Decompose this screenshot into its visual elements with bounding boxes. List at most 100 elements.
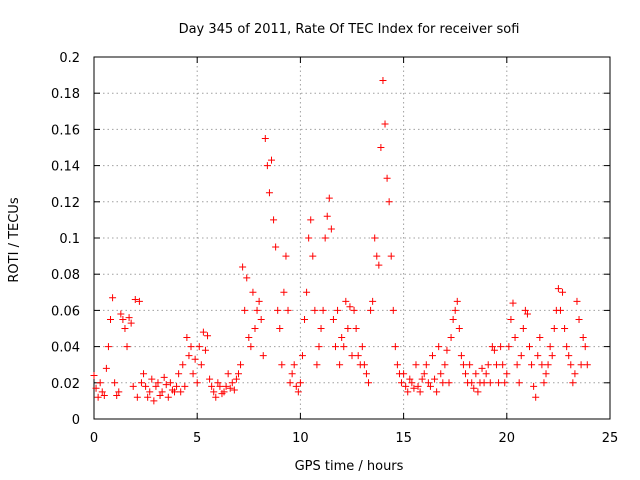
data-point bbox=[336, 361, 344, 369]
data-point bbox=[540, 379, 548, 387]
data-point bbox=[451, 306, 459, 314]
data-point bbox=[142, 382, 150, 390]
data-point bbox=[127, 319, 135, 327]
data-point bbox=[294, 388, 302, 396]
data-point bbox=[272, 243, 280, 251]
data-point bbox=[331, 343, 339, 351]
data-point bbox=[237, 361, 245, 369]
data-point bbox=[577, 361, 585, 369]
data-point bbox=[391, 343, 399, 351]
data-point bbox=[144, 393, 152, 401]
data-point bbox=[296, 379, 304, 387]
y-tick-label: 0.02 bbox=[51, 377, 80, 392]
data-point bbox=[270, 216, 278, 224]
data-point bbox=[536, 334, 544, 342]
data-point bbox=[303, 288, 311, 296]
data-point bbox=[251, 325, 259, 332]
data-point bbox=[342, 297, 350, 305]
data-point bbox=[92, 384, 100, 392]
data-point bbox=[532, 393, 540, 401]
data-point bbox=[94, 393, 102, 401]
data-point bbox=[152, 382, 160, 390]
data-point bbox=[484, 361, 492, 369]
data-point bbox=[482, 370, 490, 378]
data-point bbox=[329, 315, 337, 323]
data-point bbox=[334, 306, 342, 314]
data-point bbox=[325, 194, 333, 202]
data-point bbox=[538, 361, 546, 369]
data-point bbox=[201, 346, 209, 354]
data-point bbox=[398, 379, 406, 387]
data-point bbox=[220, 388, 228, 396]
data-points bbox=[90, 77, 591, 405]
data-point bbox=[268, 156, 276, 164]
data-point bbox=[210, 388, 218, 396]
data-point bbox=[443, 346, 451, 354]
data-point bbox=[170, 388, 178, 396]
data-point bbox=[346, 303, 354, 311]
data-point bbox=[393, 361, 401, 369]
data-point bbox=[371, 234, 379, 242]
data-point bbox=[307, 216, 315, 224]
data-point bbox=[519, 325, 527, 332]
data-point bbox=[288, 370, 296, 378]
data-point bbox=[420, 370, 428, 378]
data-point bbox=[199, 328, 207, 336]
data-point bbox=[158, 388, 166, 396]
data-point bbox=[301, 315, 309, 323]
data-point bbox=[571, 370, 579, 378]
data-point bbox=[338, 334, 346, 342]
data-point bbox=[123, 343, 131, 351]
data-point bbox=[497, 343, 505, 351]
y-tick-label: 0.1 bbox=[59, 232, 80, 247]
data-point bbox=[441, 361, 449, 369]
data-point bbox=[224, 370, 232, 378]
data-point bbox=[109, 294, 117, 302]
data-point bbox=[517, 352, 525, 360]
data-point bbox=[280, 288, 288, 296]
y-tick-label: 0.18 bbox=[51, 87, 80, 102]
data-point bbox=[515, 379, 523, 387]
data-point bbox=[521, 306, 529, 314]
data-point bbox=[548, 352, 556, 360]
data-point bbox=[305, 234, 313, 242]
data-point bbox=[191, 355, 199, 363]
data-point bbox=[255, 297, 263, 305]
data-point bbox=[523, 310, 531, 318]
data-point bbox=[263, 162, 271, 170]
data-point bbox=[453, 297, 461, 305]
data-point bbox=[457, 352, 465, 360]
data-point bbox=[193, 379, 201, 387]
data-point bbox=[513, 361, 521, 369]
data-point bbox=[107, 315, 115, 323]
data-point bbox=[96, 379, 104, 387]
x-axis-label: GPS time / hours bbox=[295, 459, 404, 474]
data-point bbox=[470, 384, 478, 392]
data-point bbox=[321, 234, 329, 242]
data-point bbox=[385, 198, 393, 206]
data-point bbox=[323, 212, 331, 220]
data-point bbox=[185, 352, 193, 360]
data-point bbox=[204, 332, 212, 340]
data-point bbox=[135, 297, 143, 305]
data-point bbox=[556, 306, 564, 314]
data-point bbox=[499, 361, 507, 369]
data-point bbox=[412, 361, 420, 369]
data-point bbox=[414, 382, 422, 390]
data-point bbox=[187, 343, 195, 351]
data-point bbox=[119, 315, 127, 323]
data-point bbox=[507, 315, 515, 323]
data-point bbox=[245, 334, 253, 342]
data-point bbox=[146, 388, 154, 396]
data-point bbox=[511, 334, 519, 342]
data-point bbox=[111, 379, 119, 387]
data-point bbox=[503, 370, 511, 378]
x-tick-label: 10 bbox=[292, 431, 309, 446]
data-point bbox=[232, 375, 240, 383]
data-point bbox=[449, 315, 457, 323]
data-point bbox=[455, 325, 463, 332]
data-point bbox=[528, 361, 536, 369]
data-point bbox=[354, 352, 362, 360]
data-point bbox=[243, 274, 251, 282]
